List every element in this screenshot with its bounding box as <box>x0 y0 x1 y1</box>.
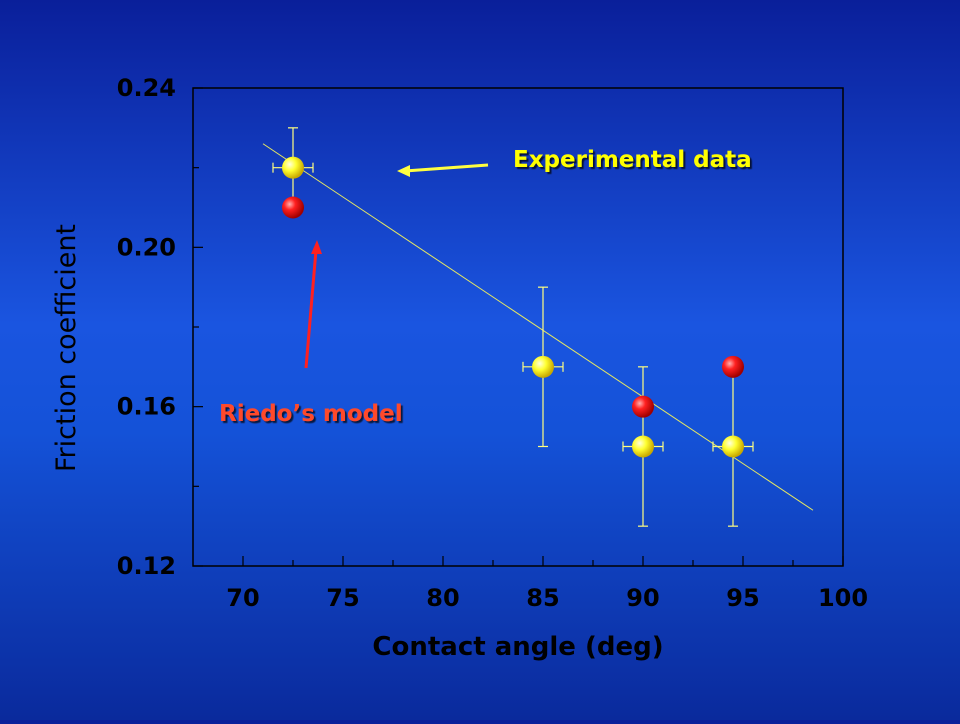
x-axis-label: Contact angle (deg) <box>372 632 663 662</box>
y-tick-label: 0.24 <box>117 74 176 102</box>
experimental-data-arrowhead <box>397 165 410 177</box>
x-tick-label: 90 <box>626 584 659 612</box>
x-tick-label: 95 <box>726 584 759 612</box>
y-axis-tick-labels: 0.12 0.16 0.20 0.24 <box>117 74 176 580</box>
experimental-point <box>282 156 304 179</box>
x-tick-label: 70 <box>226 584 259 612</box>
experimental-data-arrow <box>404 163 489 173</box>
experimental-point <box>632 435 654 458</box>
x-axis-ticks <box>242 556 844 566</box>
error-bars <box>272 127 754 527</box>
experimental-point <box>722 435 744 458</box>
y-axis-ticks <box>193 87 203 567</box>
x-axis-tick-labels: 70 75 80 85 90 95 100 <box>226 584 868 612</box>
model-point <box>632 395 654 418</box>
y-axis-label: Friction coefficient <box>51 224 82 472</box>
model-point <box>282 196 304 219</box>
experimental-point <box>532 355 554 378</box>
fit-line <box>262 143 814 511</box>
data-points <box>282 156 744 458</box>
x-tick-label: 100 <box>818 584 868 612</box>
y-tick-label: 0.16 <box>117 393 176 421</box>
riedos-model-arrowhead <box>311 240 322 254</box>
x-tick-label: 80 <box>426 584 459 612</box>
x-tick-label: 85 <box>526 584 559 612</box>
riedos-model-arrow <box>304 249 318 369</box>
model-point <box>722 355 744 378</box>
experimental-data-annotation: Experimental data <box>513 147 752 173</box>
y-tick-label: 0.12 <box>117 552 176 580</box>
riedos-model-annotation: Riedo’s model <box>219 401 403 427</box>
y-tick-label: 0.20 <box>117 233 176 261</box>
x-tick-label: 75 <box>326 584 359 612</box>
